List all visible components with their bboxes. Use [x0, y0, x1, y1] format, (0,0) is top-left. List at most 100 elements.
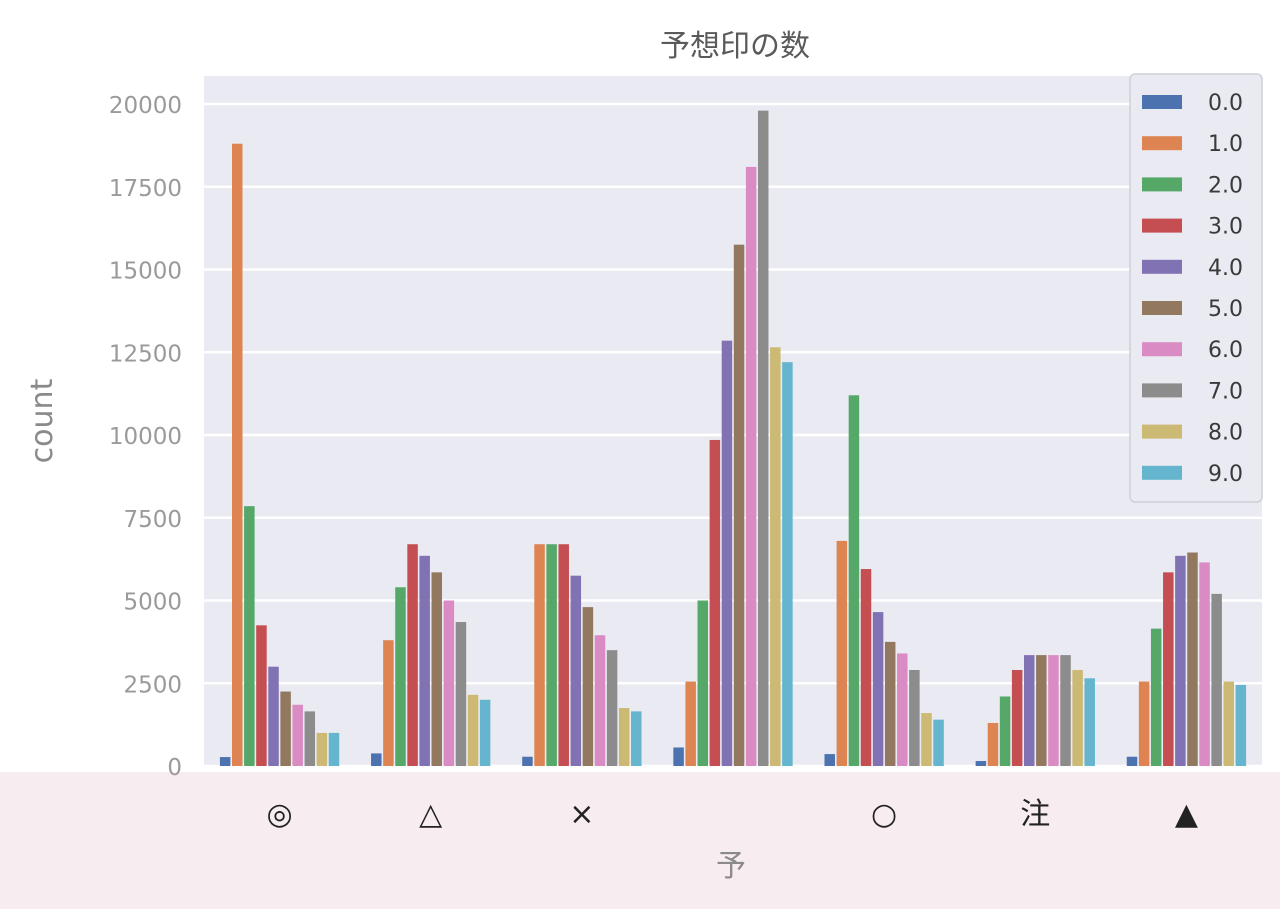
y-tick-label: 17500 — [109, 176, 182, 202]
bar — [921, 713, 932, 766]
x-tick-label: 注 — [1020, 797, 1050, 832]
bar — [1211, 593, 1222, 766]
bar — [1199, 562, 1210, 766]
bar — [606, 650, 618, 766]
bar — [745, 166, 757, 766]
bar — [546, 544, 557, 766]
bar — [884, 641, 896, 766]
bar — [1084, 678, 1095, 766]
x-tick-label: ◎ — [266, 797, 292, 832]
x-tick-labels: ◎ △ × ○ 注 ▲ — [266, 797, 1197, 832]
legend-swatch — [1142, 383, 1182, 398]
y-tick-label: 2500 — [123, 672, 182, 698]
y-tick-label: 5000 — [123, 590, 182, 616]
y-tick-label: 0 — [167, 755, 182, 781]
legend-swatch — [1142, 95, 1182, 109]
legend-label: 8.0 — [1208, 421, 1243, 446]
bar — [395, 587, 406, 766]
bar — [697, 600, 709, 766]
y-tick-label: 20000 — [109, 93, 182, 119]
bar — [1163, 572, 1174, 766]
legend-swatch — [1142, 259, 1182, 274]
bar — [709, 439, 721, 766]
y-tick-label: 12500 — [109, 341, 182, 367]
bar — [582, 607, 594, 766]
bar — [631, 711, 642, 766]
legend-swatch — [1142, 342, 1182, 357]
bar — [570, 575, 582, 766]
bar — [292, 704, 303, 766]
bar — [1175, 555, 1186, 766]
bar — [1235, 684, 1247, 766]
bar — [975, 761, 987, 766]
legend-label: 4.0 — [1208, 256, 1243, 281]
bar — [848, 395, 860, 766]
bar — [909, 670, 920, 766]
plot-background — [204, 76, 1262, 766]
bar — [467, 694, 479, 766]
bar — [371, 753, 382, 766]
bar — [304, 711, 316, 766]
legend-label: 0.0 — [1208, 91, 1243, 116]
bar — [673, 747, 684, 766]
bar — [1072, 670, 1083, 766]
bar — [1011, 670, 1023, 766]
y-tick-labels: 0 2500 5000 7500 10000 12500 15000 17500 20000 — [109, 93, 182, 781]
chart-title: 予想印の数 — [660, 29, 810, 64]
bar — [1150, 628, 1162, 766]
bar — [219, 757, 231, 766]
legend-label: 6.0 — [1208, 338, 1243, 363]
legend-swatch — [1142, 177, 1182, 192]
y-tick-label: 15000 — [109, 259, 182, 285]
bar — [618, 708, 630, 766]
x-tick-label: ▲ — [1175, 797, 1198, 832]
bar — [1126, 756, 1138, 766]
bar — [232, 143, 243, 767]
y-tick-label: 7500 — [123, 507, 182, 533]
bar — [1060, 655, 1071, 766]
y-tick-label: 10000 — [109, 424, 182, 450]
bar — [897, 653, 908, 766]
bar — [1023, 655, 1035, 766]
bar — [534, 544, 545, 766]
footer-band — [0, 772, 1280, 909]
bar — [268, 666, 279, 766]
bar — [594, 635, 606, 766]
y-axis-title: count — [25, 378, 60, 463]
bar — [407, 544, 418, 766]
bar — [999, 696, 1011, 766]
legend-swatch — [1142, 465, 1182, 480]
bar — [316, 732, 328, 766]
bar — [256, 625, 267, 766]
legend-label: 1.0 — [1208, 132, 1243, 157]
bar — [685, 681, 696, 766]
bar — [721, 340, 733, 766]
bar — [836, 540, 848, 766]
bar — [987, 722, 999, 766]
bar — [860, 569, 872, 766]
bars — [219, 110, 1247, 767]
bar — [757, 110, 769, 767]
bar — [280, 691, 291, 766]
legend-label: 7.0 — [1208, 379, 1243, 404]
legend-label: 3.0 — [1208, 215, 1243, 240]
x-axis-title: 予 — [716, 849, 746, 884]
legend-label: 9.0 — [1208, 462, 1243, 487]
bar — [824, 754, 835, 766]
bar — [443, 600, 455, 766]
bar — [431, 572, 443, 766]
bar — [733, 244, 745, 767]
x-tick-label: ○ — [871, 797, 897, 832]
bar — [782, 362, 793, 766]
legend-swatch — [1142, 218, 1182, 233]
bar — [872, 612, 884, 766]
bar — [328, 732, 340, 766]
bar — [933, 719, 944, 766]
bar — [244, 506, 255, 766]
bar — [1036, 655, 1047, 766]
x-tick-label: × — [569, 797, 594, 832]
bar — [1223, 681, 1234, 766]
bar — [383, 640, 394, 766]
bar — [522, 756, 533, 766]
